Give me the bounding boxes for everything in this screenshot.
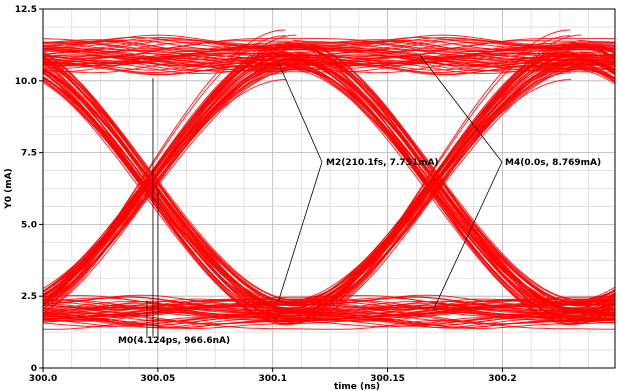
eye-trace-low <box>43 307 615 318</box>
y-tick-label: 5.0 <box>21 220 37 230</box>
eye-trace-high <box>43 54 615 66</box>
eye-trace-high <box>43 39 615 52</box>
eye-trace-high <box>43 40 615 53</box>
y-axis-ticks: 0 2.5 5.0 7.5 10.0 12.5 <box>15 5 43 374</box>
eye-trace-low <box>43 318 615 330</box>
eye-trace-rising <box>43 56 615 317</box>
eye-trace-high <box>43 61 615 73</box>
marker-0: M0(4.124ps, 966.6nA) <box>118 77 230 346</box>
x-tick-label: 300.05 <box>140 374 175 384</box>
marker-leader <box>277 161 323 303</box>
eye-trace-rising <box>43 54 615 325</box>
y-tick-label: 2.5 <box>21 292 37 302</box>
y-tick-label: 10.0 <box>15 77 37 87</box>
eye-trace-high <box>43 59 615 72</box>
eye-trace-falling <box>43 59 615 310</box>
eye-trace-low <box>43 307 615 318</box>
eye-trace-low <box>43 319 615 330</box>
eye-trace-high <box>43 34 615 46</box>
eye-trace-low <box>43 305 615 316</box>
eye-trace-high <box>43 55 615 67</box>
eye-trace-high <box>43 49 615 61</box>
eye-trace-falling <box>43 69 615 313</box>
eye-trace-high <box>43 63 615 75</box>
eye-trace-high <box>43 59 615 71</box>
eye-trace-low <box>43 297 615 308</box>
eye-trace-high <box>43 39 615 51</box>
x-axis-label: time (ns) <box>334 382 380 391</box>
eye-trace-low <box>43 317 615 328</box>
eye-trace-rising <box>43 51 615 306</box>
y-tick-label: 7.5 <box>21 149 37 159</box>
eye-trace-low <box>43 296 615 307</box>
eye-trace-rising <box>43 47 615 311</box>
x-tick-label: 300.15 <box>370 374 405 384</box>
marker-leader <box>277 61 323 163</box>
eye-trace-falling <box>43 39 615 304</box>
eye-trace-high <box>43 48 615 60</box>
eye-trace-rising <box>43 59 615 320</box>
eye-trace-high <box>43 48 615 60</box>
eye-trace-low <box>43 307 615 318</box>
eye-trace-high <box>43 54 615 66</box>
marker-leader <box>432 161 503 311</box>
eye-trace-low <box>43 304 615 315</box>
eye-trace-low <box>43 314 615 325</box>
marker-2: M4(0.0s, 8.769mA) <box>419 54 601 311</box>
eye-trace-high <box>43 36 615 49</box>
eye-trace-high <box>43 39 615 52</box>
markers: M0(4.124ps, 966.6nA) M2(210.1fs, 7.751mA)… <box>118 54 601 346</box>
eye-trace-falling <box>43 52 615 306</box>
eye-trace-high <box>43 40 615 52</box>
plot-frame <box>42 8 616 369</box>
eye-trace-low <box>43 311 615 322</box>
marker-1: M2(210.1fs, 7.751mA) <box>277 61 439 303</box>
y-tick-label: 12.5 <box>15 5 37 15</box>
eye-trace-low <box>43 304 615 316</box>
marker-label: M2(210.1fs, 7.751mA) <box>326 158 439 168</box>
eye-trace-high <box>43 55 615 68</box>
eye-trace-falling <box>43 45 615 311</box>
eye-trace-falling <box>43 58 615 303</box>
eye-trace-high <box>43 52 615 65</box>
marker-label: M0(4.124ps, 966.6nA) <box>118 336 230 346</box>
eye-trace-low <box>43 300 615 311</box>
eye-trace-low <box>43 314 615 325</box>
eye-trace-high <box>43 52 615 65</box>
eye-trace-high <box>43 47 615 60</box>
eye-trace-high <box>43 62 615 75</box>
eye-trace-high <box>43 64 615 76</box>
x-axis-ticks: 300.0 300.05 300.1 300.15 300.2 <box>29 368 517 384</box>
eye-traces <box>43 29 615 330</box>
marker-leader <box>419 54 503 163</box>
y-axis-label: Y0 (mA) <box>4 168 14 209</box>
eye-trace-falling <box>43 60 615 315</box>
x-tick-label: 300.1 <box>258 374 286 384</box>
eye-trace-low <box>43 316 615 327</box>
eye-trace-falling <box>43 53 615 311</box>
y-tick-label: 0 <box>31 364 37 374</box>
eye-trace-high <box>43 50 615 62</box>
eye-trace-low <box>43 308 615 319</box>
eye-trace-high <box>43 36 615 49</box>
eye-trace-high <box>43 53 615 65</box>
marker-label: M4(0.0s, 8.769mA) <box>505 158 601 168</box>
x-tick-label: 300.0 <box>29 374 57 384</box>
x-tick-label: 300.2 <box>488 374 516 384</box>
eye-trace-rising <box>43 62 615 310</box>
eye-trace-high <box>43 47 615 59</box>
